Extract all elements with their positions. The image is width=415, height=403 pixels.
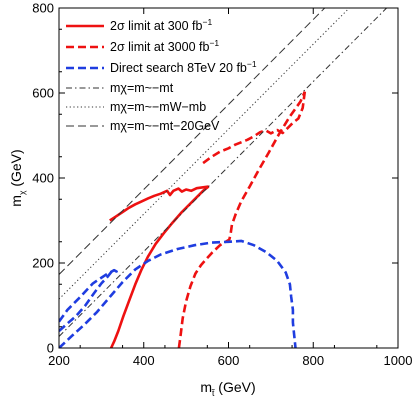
legend-entry-d1: mχ=m~−mt	[66, 81, 174, 95]
series-layer	[59, 8, 387, 348]
legend-label-s3000: 2σ limit at 3000 fb−1	[110, 38, 219, 54]
series-s3000-segment-0	[177, 91, 306, 348]
series-s3000-segment-1	[202, 91, 307, 165]
series-direct-segment-0	[59, 268, 118, 332]
series-s300-segment-0	[109, 185, 210, 348]
legend-label-s300: 2σ limit at 300 fb−1	[110, 17, 212, 33]
legend-entry-direct: Direct search 8TeV 20 fb−1	[66, 59, 257, 75]
legend-label-direct: Direct search 8TeV 20 fb−1	[110, 59, 257, 75]
series-d1-segment-0	[59, 8, 387, 337]
legend-label-d1: mχ=m~−mt	[110, 81, 174, 95]
y-tick-label: 800	[32, 1, 54, 16]
x-tick-label: 400	[133, 353, 155, 368]
legend-entry-s3000: 2σ limit at 3000 fb−1	[66, 38, 219, 54]
y-axis-title: mχ (GeV)	[8, 149, 27, 206]
legend-entry-s300: 2σ limit at 300 fb−1	[66, 17, 212, 33]
series-d3-segment-0	[59, 8, 326, 275]
legend-label-d2: mχ=m~−mW−mb	[110, 100, 206, 114]
x-tick-label: 800	[302, 353, 324, 368]
legend-entry-d3: mχ=m~−mt−20GeV	[66, 119, 220, 133]
y-tick-label: 600	[32, 86, 54, 101]
y-tick-label: 0	[47, 341, 54, 356]
y-tick-label: 200	[32, 256, 54, 271]
legend-label-d3: mχ=m~−mt−20GeV	[110, 119, 220, 133]
y-tick-label: 400	[32, 171, 54, 186]
x-tick-label: 600	[218, 353, 240, 368]
x-tick-label: 200	[48, 353, 70, 368]
legend-entry-d2: mχ=m~−mW−mb	[66, 100, 206, 114]
legend: 2σ limit at 300 fb−1 2σ limit at 3000 fb…	[66, 17, 257, 133]
series-direct-segment-1	[59, 239, 297, 348]
x-axis-title: mt̃ (GeV)	[200, 379, 255, 398]
series-s300-segment-1	[109, 185, 209, 222]
x-tick-label: 1000	[384, 353, 413, 368]
